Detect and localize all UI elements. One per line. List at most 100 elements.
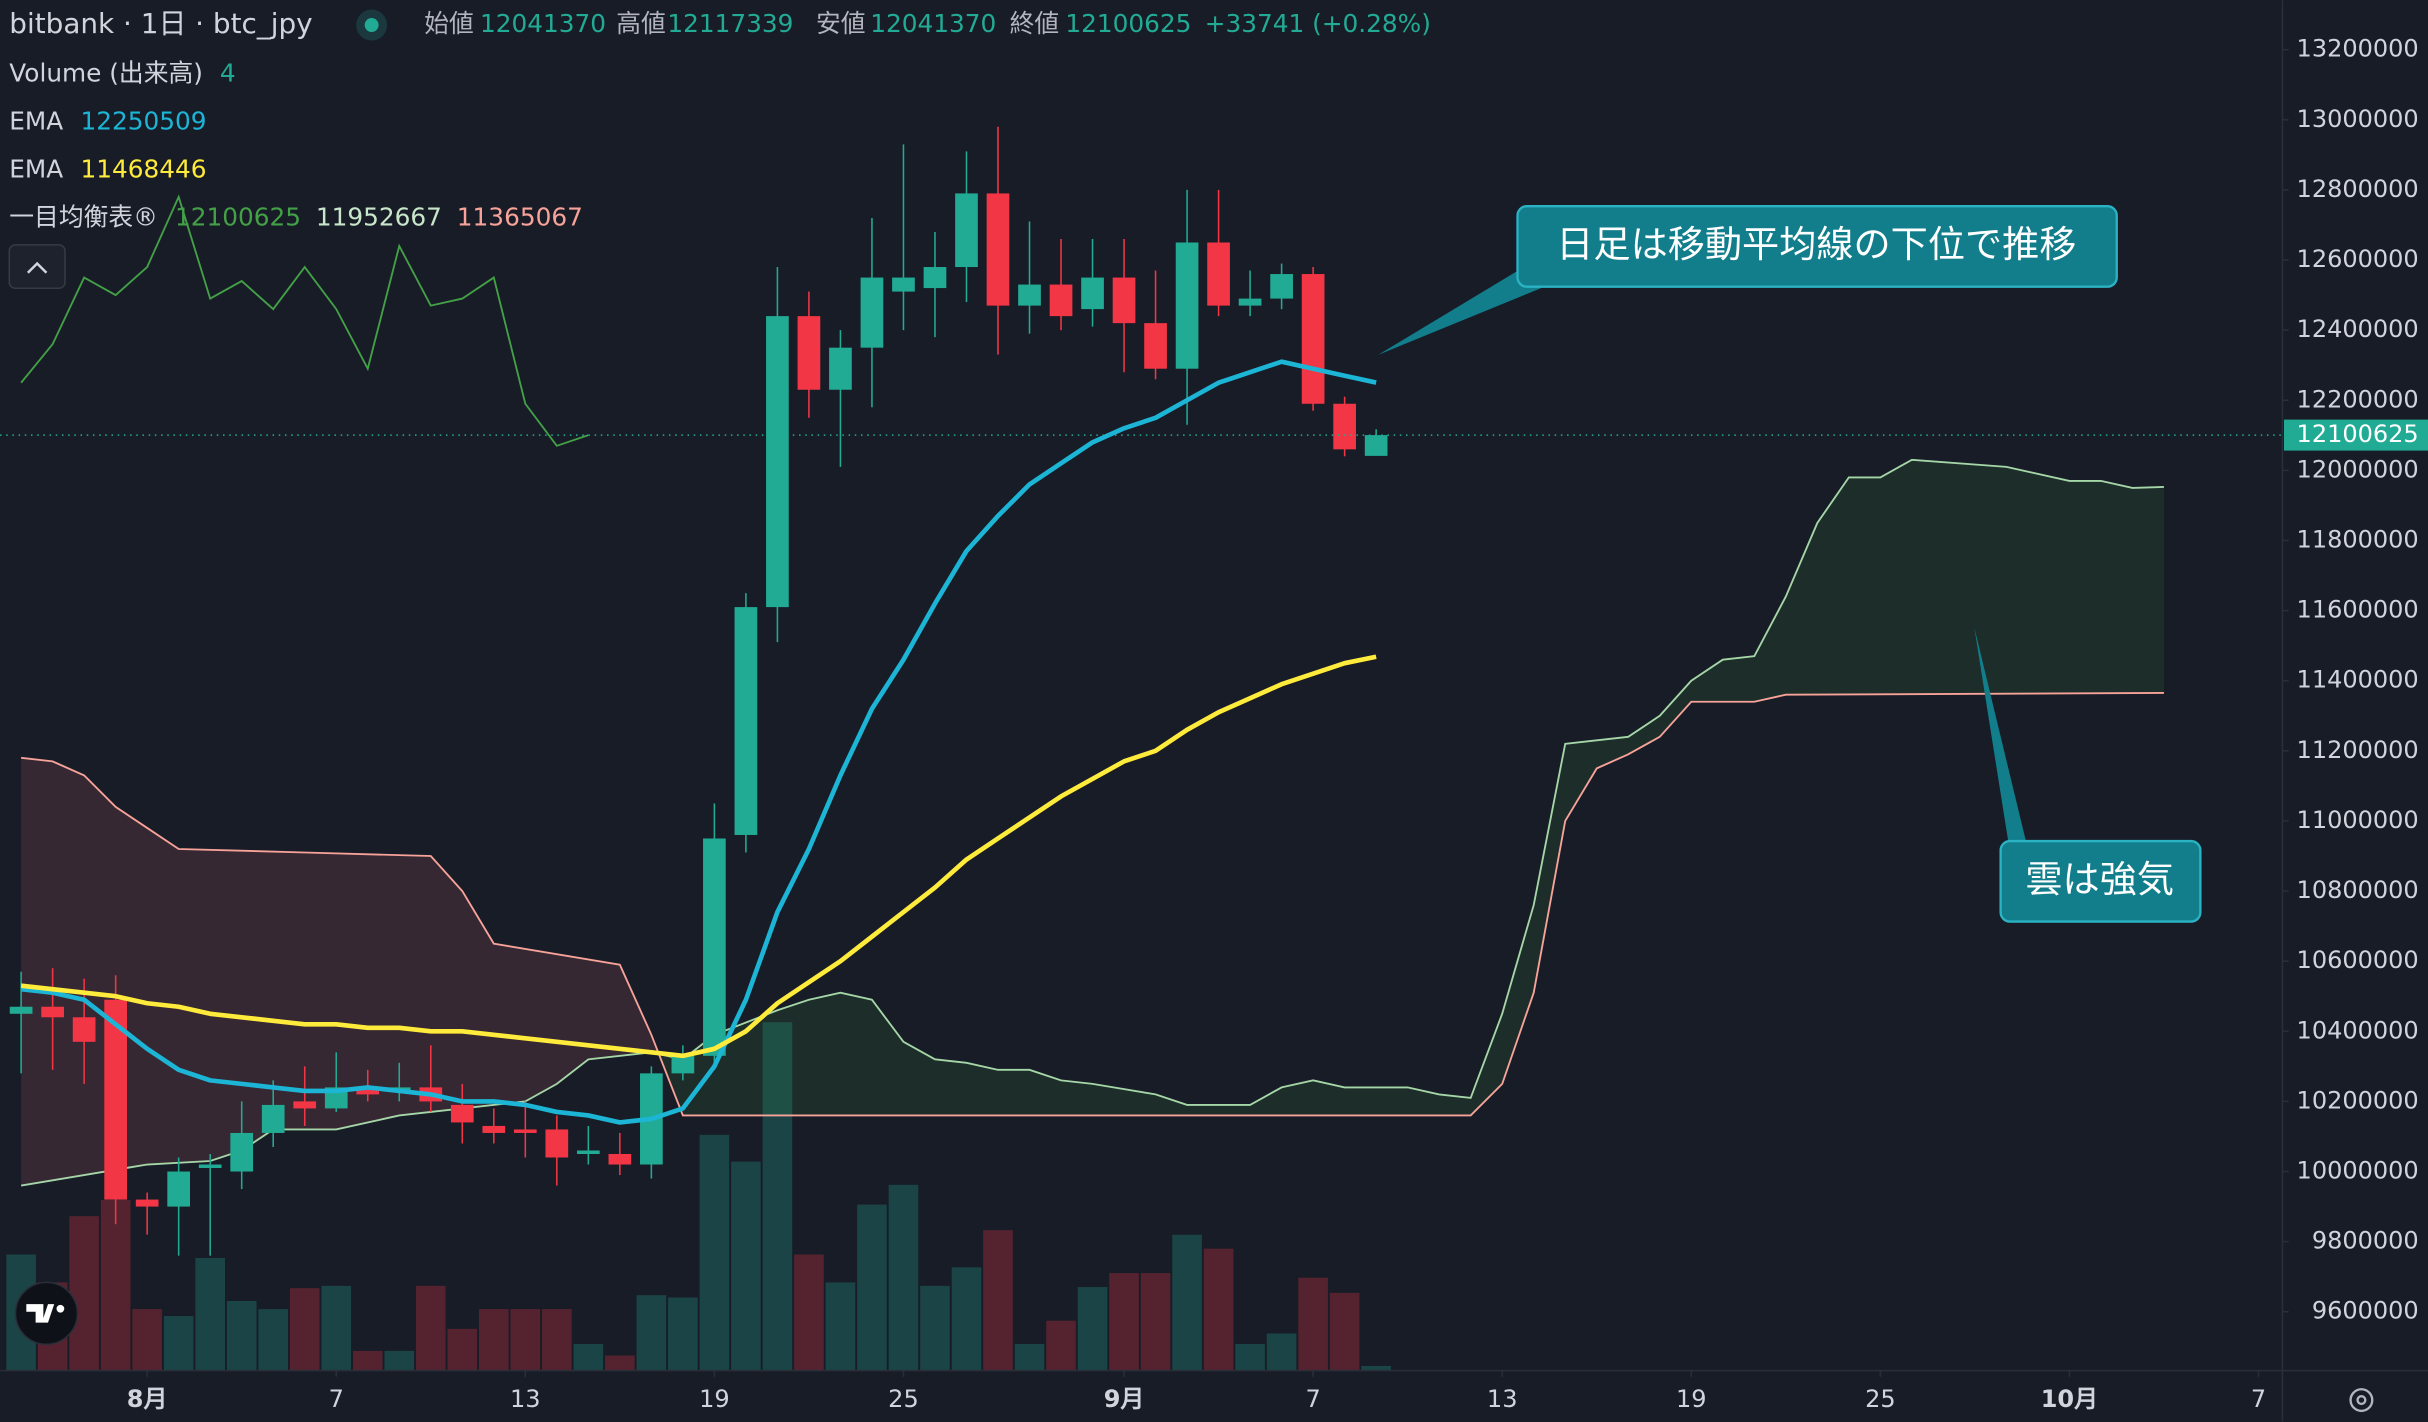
- y-tick-label: 11000000: [2297, 806, 2419, 834]
- legend-name: 一目均衡表®: [9, 203, 158, 232]
- volume-bar: [1266, 1333, 1297, 1371]
- volume-bar: [1361, 1366, 1391, 1371]
- y-tick-label: 11800000: [2297, 525, 2419, 553]
- volume-bar: [1109, 1273, 1139, 1371]
- ohlc-value: 12100625: [1065, 9, 1191, 38]
- y-tick-label: 12800000: [2297, 175, 2419, 203]
- volume-bar: [1298, 1277, 1328, 1371]
- y-tick-label: 11600000: [2297, 596, 2419, 624]
- cloud-fill-bear: [21, 692, 2164, 1186]
- candle-body: [1112, 277, 1136, 324]
- y-tick-label: 12000000: [2297, 455, 2419, 483]
- candle-body: [1333, 403, 1356, 450]
- callout-box: [1516, 205, 2118, 288]
- plot-area: [0, 126, 2283, 1371]
- candle-body: [356, 1087, 380, 1095]
- candle-body: [1144, 323, 1167, 369]
- legend-value: 12250509: [81, 107, 207, 136]
- y-tick-label: 12200000: [2297, 385, 2419, 413]
- volume-bar: [321, 1285, 352, 1371]
- volume-bar: [289, 1288, 320, 1371]
- ohlc-label: 始値: [424, 9, 474, 38]
- legend-name: EMA: [9, 155, 63, 184]
- ohlc-value: 12117339: [667, 9, 793, 38]
- y-tick-label: 10800000: [2297, 876, 2419, 904]
- x-tick-label: 25: [1865, 1385, 1896, 1413]
- candle-body: [1238, 298, 1262, 306]
- callout-pointer: [1378, 263, 1549, 355]
- candle-body: [482, 1125, 506, 1133]
- symbol-title: bitbank · 1日 · btc_jpy: [9, 7, 312, 40]
- candle-body: [41, 1006, 64, 1018]
- x-tick-label: 7: [2251, 1385, 2266, 1413]
- volume-bar: [636, 1295, 667, 1371]
- legend-name: EMA: [9, 107, 63, 136]
- volume-bar: [1140, 1273, 1171, 1371]
- candle-body: [860, 277, 884, 348]
- x-tick-label: 19: [699, 1385, 730, 1413]
- volume-bar: [668, 1297, 698, 1371]
- candle-body: [797, 316, 821, 390]
- candle-body: [1049, 284, 1073, 317]
- volume-bar: [447, 1328, 478, 1371]
- ohlc-label: 安値: [816, 9, 866, 38]
- candle-body: [1175, 242, 1199, 369]
- legend-value: 11468446: [81, 155, 207, 184]
- candle-body: [293, 1101, 317, 1109]
- callout-text: 日足は移動平均線の下位で推移: [1556, 223, 2076, 266]
- candle-body: [72, 1017, 96, 1042]
- legend-overlay: bitbank · 1日 · btc_jpy 始値 12041370 高値 12…: [8, 7, 2374, 1413]
- x-tick-label: 7: [329, 1385, 344, 1413]
- lagging-line: [20, 194, 589, 447]
- settings-button[interactable]: [2349, 1388, 2374, 1413]
- y-tick-label: 10000000: [2297, 1157, 2419, 1185]
- x-tick-label: 10月: [2041, 1385, 2098, 1413]
- candle-body: [545, 1129, 569, 1158]
- candle-body: [167, 1171, 191, 1207]
- volume-bar: [920, 1285, 950, 1371]
- callout-box: [1999, 839, 2202, 923]
- candle-body: [1301, 274, 1325, 404]
- collapse-button[interactable]: [8, 244, 66, 290]
- ema-line: [20, 654, 1377, 1059]
- callout-pointer: [1974, 627, 2029, 852]
- legend-value: 12100625: [175, 203, 301, 232]
- volume-bar: [1235, 1343, 1265, 1371]
- volume-bar: [762, 1022, 793, 1371]
- candle-body: [892, 277, 915, 292]
- y-tick-label: 9600000: [2312, 1297, 2419, 1325]
- volume-bar: [731, 1161, 761, 1371]
- span-b-line: [21, 692, 2164, 1117]
- volume-bar: [699, 1134, 730, 1371]
- candle-body: [1081, 277, 1104, 310]
- volume-bar: [258, 1309, 289, 1371]
- x-tick-label: 19: [1676, 1385, 1707, 1413]
- candle-body: [608, 1153, 632, 1165]
- volume-bar: [132, 1309, 162, 1371]
- candle-body: [923, 267, 947, 289]
- ema-line: [20, 359, 1377, 1125]
- x-tick-label: 9月: [1104, 1385, 1145, 1413]
- tradingview-logo[interactable]: [14, 1281, 79, 1346]
- last-price-label: 12100625: [2297, 420, 2419, 448]
- last-price-tag: [2283, 419, 2428, 451]
- volume-bar: [825, 1282, 856, 1371]
- x-tick-label: 8月: [127, 1385, 168, 1413]
- legend-name: Volume (出来高): [9, 59, 203, 88]
- volume-bar: [510, 1309, 541, 1371]
- volume-bar: [1077, 1287, 1108, 1371]
- candle-body: [703, 838, 726, 1056]
- candle-body: [9, 1006, 33, 1014]
- volume-bar: [415, 1285, 446, 1371]
- volume-bar: [100, 1199, 131, 1371]
- status-dot: [364, 18, 379, 32]
- volume-bar: [384, 1350, 415, 1371]
- legend-value: 4: [220, 59, 236, 88]
- y-tick-label: 12400000: [2297, 315, 2419, 343]
- candle-body: [230, 1132, 254, 1172]
- x-tick-label: 7: [1305, 1385, 1320, 1413]
- y-tick-label: 10600000: [2297, 946, 2419, 974]
- callout-text: 雲は強気: [2025, 858, 2174, 901]
- candle-body: [1270, 274, 1293, 299]
